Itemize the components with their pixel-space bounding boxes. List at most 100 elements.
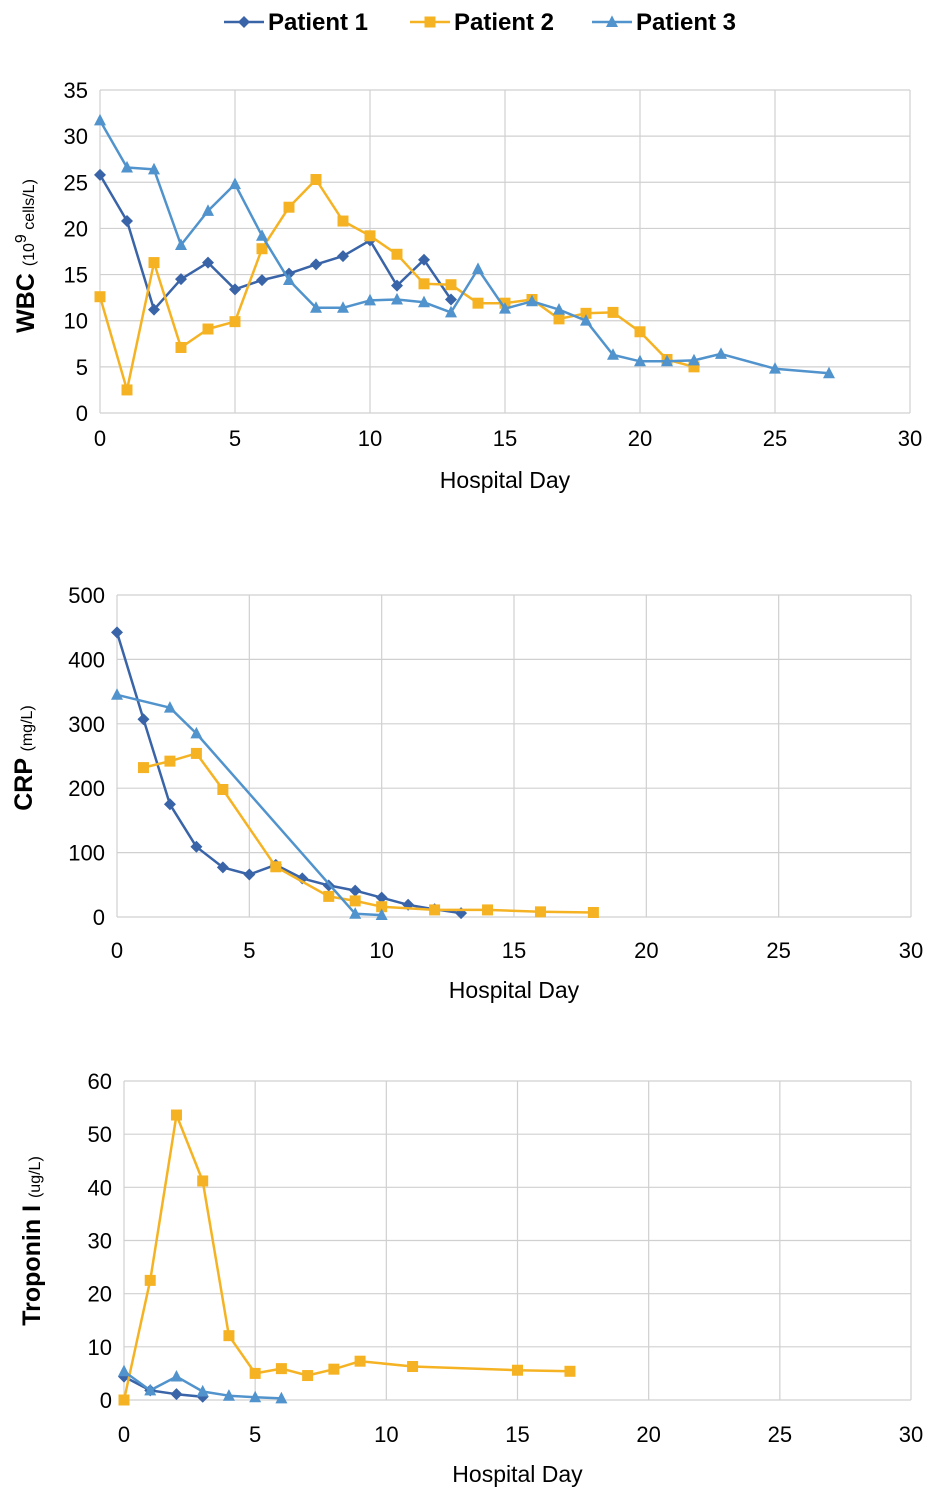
y-tick-label: 40 <box>88 1175 112 1200</box>
data-point <box>337 301 349 313</box>
data-point <box>144 1274 156 1286</box>
data-point <box>190 747 202 759</box>
data-point <box>217 783 229 795</box>
y-tick-label: 300 <box>68 712 105 737</box>
data-point <box>121 160 133 173</box>
data-point <box>175 238 187 250</box>
x-tick-label: 20 <box>628 426 652 451</box>
y-tick-label: 50 <box>88 1122 112 1147</box>
x-tick-label: 30 <box>898 426 922 451</box>
x-axis-label: Hospital Day <box>449 977 580 1003</box>
data-point <box>534 906 546 918</box>
data-point <box>337 250 349 263</box>
data-point <box>175 273 187 286</box>
series-patient-3 <box>94 113 835 379</box>
wbc-chart: 0 5 10 15 20 25 30 35 0 5 10 15 20 25 30 Hospital Day WB… <box>12 78 922 493</box>
y-tick-label: 10 <box>64 309 88 334</box>
y-axis-unit: (mg/L) <box>19 705 36 751</box>
data-point <box>607 306 619 318</box>
data-point <box>823 366 835 379</box>
x-tick-label: 0 <box>118 1422 130 1447</box>
data-point <box>94 113 106 126</box>
series-line <box>122 1113 571 1401</box>
data-point <box>164 755 176 767</box>
data-point <box>526 294 538 307</box>
y-tick-label: 200 <box>68 776 105 801</box>
data-point <box>688 353 700 366</box>
y-axis-unit: (10 <box>21 243 38 266</box>
legend-label: Patient 1 <box>268 9 368 36</box>
x-axis-label: Hospital Day <box>452 1461 583 1487</box>
data-point <box>163 701 176 713</box>
data-point <box>190 840 203 853</box>
data-point <box>118 1364 130 1377</box>
data-point <box>391 279 403 292</box>
y-axis-unit-superscript: 9 <box>13 234 30 243</box>
y-tick-label: 0 <box>76 401 88 426</box>
troponin-chart: 0 10 20 30 40 50 60 0 5 10 15 20 25 30 Hospital Day Tro… <box>18 1069 923 1487</box>
y-axis-unit: cells/L) <box>21 179 38 234</box>
y-axis-label-main: WBC <box>12 266 40 333</box>
data-point <box>275 1391 288 1404</box>
data-point <box>354 1355 366 1367</box>
square-icon <box>424 16 436 28</box>
data-point <box>94 168 106 181</box>
data-point <box>349 895 361 907</box>
y-tick-label: 0 <box>93 905 105 930</box>
y-axis-label: WBC (109 cells/L) <box>12 179 40 333</box>
data-point <box>499 302 511 314</box>
series-patient-3 <box>111 688 388 921</box>
data-point <box>688 361 700 373</box>
data-point <box>121 384 133 396</box>
data-point <box>472 262 484 274</box>
series-patient-3 <box>118 1364 288 1404</box>
data-point <box>310 258 322 271</box>
x-tick-label: 15 <box>502 938 526 963</box>
y-tick-label: 30 <box>88 1229 112 1254</box>
x-tick-label: 20 <box>636 1422 660 1447</box>
triangle-icon <box>606 15 618 27</box>
data-point <box>175 341 187 353</box>
data-point <box>283 273 295 286</box>
x-tick-label: 0 <box>94 426 106 451</box>
series-patient-2 <box>118 1109 576 1406</box>
series-line <box>98 119 830 375</box>
data-point <box>202 256 214 269</box>
x-tick-label: 0 <box>111 938 123 963</box>
data-point <box>407 1361 419 1373</box>
data-point <box>249 1390 262 1403</box>
data-point <box>121 215 133 228</box>
diamond-icon <box>238 16 250 28</box>
y-tick-label: 500 <box>68 583 105 608</box>
data-point <box>429 904 441 916</box>
data-point <box>229 177 241 190</box>
data-point <box>564 1365 576 1377</box>
y-axis-label: CRP (mg/L) <box>10 705 38 811</box>
data-point <box>310 174 322 186</box>
x-tick-label: 25 <box>766 938 790 963</box>
gridlines <box>123 1080 912 1401</box>
data-point <box>163 798 176 811</box>
series-line <box>115 632 462 915</box>
data-point <box>587 906 599 918</box>
y-tick-label: 15 <box>64 263 88 288</box>
y-axis-unit: (ug/L) <box>27 1156 44 1198</box>
x-tick-label: 30 <box>899 938 923 963</box>
x-tick-label: 10 <box>374 1422 398 1447</box>
data-point <box>769 362 781 374</box>
data-point <box>170 1370 183 1382</box>
data-point <box>197 1175 209 1187</box>
x-tick-label: 5 <box>243 938 255 963</box>
data-point <box>223 1330 235 1342</box>
data-point <box>364 230 376 242</box>
x-axis-label: Hospital Day <box>440 467 571 493</box>
legend-item-patient-2: Patient 2 <box>410 9 554 36</box>
data-point <box>418 278 430 290</box>
y-tick-label: 35 <box>64 78 88 103</box>
data-point <box>148 303 160 316</box>
data-point <box>196 1384 209 1397</box>
data-point <box>170 1109 182 1121</box>
gridlines <box>116 594 912 918</box>
data-point <box>323 890 335 902</box>
data-point <box>328 1363 340 1375</box>
